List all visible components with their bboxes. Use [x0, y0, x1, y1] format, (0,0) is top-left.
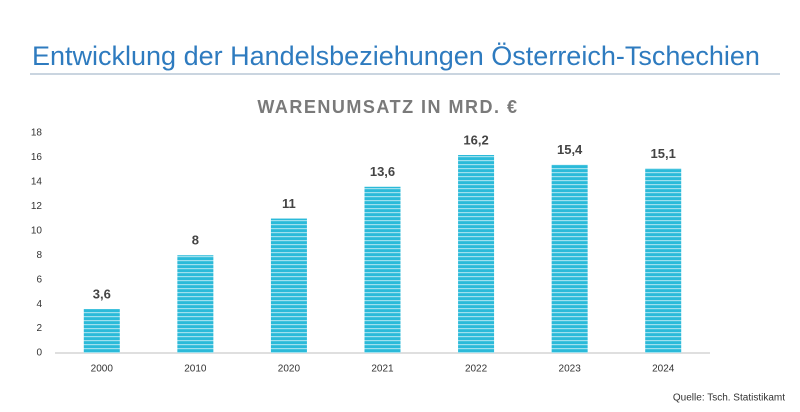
x-tick-label: 2021	[371, 364, 394, 375]
value-label: 15,1	[651, 146, 676, 161]
y-tick-label: 0	[36, 348, 42, 359]
value-label: 15,4	[557, 142, 583, 157]
value-label: 11	[282, 196, 296, 211]
bar	[83, 309, 120, 353]
value-label: 3,6	[93, 286, 111, 301]
x-tick-label: 2020	[278, 364, 301, 375]
y-tick-label: 16	[31, 152, 43, 163]
y-tick-label: 8	[36, 250, 42, 261]
bar	[364, 186, 401, 353]
bar	[645, 168, 682, 353]
value-label: 13,6	[370, 164, 395, 179]
y-tick-label: 4	[36, 299, 42, 310]
y-tick-label: 14	[31, 177, 43, 188]
chart-title: WARENUMSATZ IN MRD. €	[257, 97, 518, 117]
y-tick-label: 12	[31, 201, 43, 212]
bar	[551, 164, 588, 353]
x-tick-label: 2024	[652, 364, 675, 375]
page-title: Entwicklung der Handelsbeziehungen Öster…	[32, 41, 760, 71]
y-tick-label: 10	[31, 225, 43, 236]
source-note: Quelle: Tsch. Statistikamt	[673, 393, 785, 404]
bar	[177, 255, 214, 353]
x-tick-label: 2023	[559, 364, 582, 375]
bar	[270, 218, 307, 353]
y-tick-label: 6	[36, 274, 42, 285]
y-tick-label: 18	[31, 128, 43, 139]
y-tick-label: 2	[36, 323, 42, 334]
value-label: 16,2	[463, 132, 488, 147]
x-tick-label: 2022	[465, 364, 488, 375]
bar	[458, 155, 495, 353]
x-tick-label: 2000	[91, 364, 114, 375]
value-label: 8	[192, 233, 199, 248]
x-tick-label: 2010	[184, 364, 207, 375]
